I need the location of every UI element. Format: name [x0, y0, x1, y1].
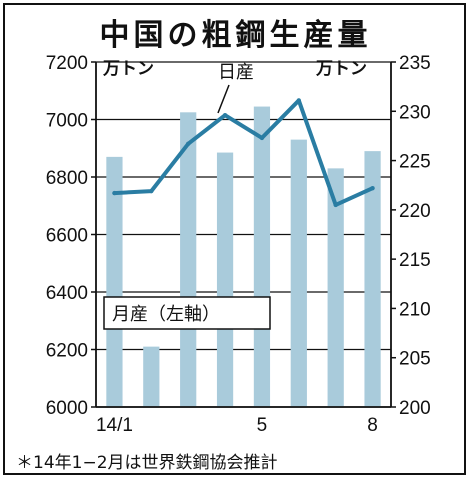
bar [364, 151, 381, 407]
right-axis-tick-label: 220 [399, 201, 431, 222]
line-point [370, 185, 375, 191]
chart-title: 中国の粗鋼生産量 [99, 18, 372, 53]
daily-output-line [114, 98, 374, 207]
bar [216, 152, 234, 407]
x-axis-tick-label: 5 [257, 415, 268, 436]
line-point [333, 202, 338, 208]
left-axis-tick-label: 6200 [46, 341, 88, 362]
right-axis-tick-label: 230 [399, 102, 431, 123]
line-point [185, 141, 191, 147]
bar [290, 139, 307, 407]
chart-frame [3, 3, 466, 475]
left-axis-unit: 万トン [102, 59, 154, 79]
footnote: ＊14年1−2月は世界鉄鋼協会推計 [16, 453, 278, 473]
right-axis-tick-label: 210 [399, 299, 431, 320]
line-point [112, 190, 117, 196]
bar [106, 156, 123, 407]
right-axis-tick-label: 215 [399, 250, 431, 271]
bar-series-label: 月産（左軸） [112, 304, 220, 325]
x-axis-tick-label: 8 [367, 415, 378, 436]
left-axis-tick-label: 6600 [46, 226, 88, 247]
left-axis-tick-label: 6800 [46, 168, 88, 189]
bar [180, 112, 197, 407]
line-series-label: 日産 [218, 62, 254, 83]
right-axis-tick-label: 205 [399, 349, 431, 370]
line-point [149, 188, 154, 194]
line-point [259, 135, 265, 141]
x-axis-tick-label: 14/1 [96, 415, 133, 436]
bar-legend-box [103, 296, 271, 330]
bar [143, 346, 160, 407]
left-axis-tick-label: 6000 [46, 398, 88, 419]
right-axis-tick-label: 200 [399, 398, 431, 419]
bar [253, 106, 271, 407]
line-label-leader [217, 84, 230, 114]
left-axis-tick-label: 7000 [46, 111, 88, 132]
line-point [222, 113, 228, 118]
left-axis-tick-label: 6400 [46, 283, 88, 304]
right-axis-tick-label: 225 [399, 152, 431, 173]
line-point [296, 98, 302, 103]
right-axis-tick-label: 235 [399, 53, 431, 74]
bar [327, 168, 344, 407]
right-axis-unit: 万トン [315, 59, 367, 79]
left-axis-tick-label: 7200 [46, 53, 88, 74]
